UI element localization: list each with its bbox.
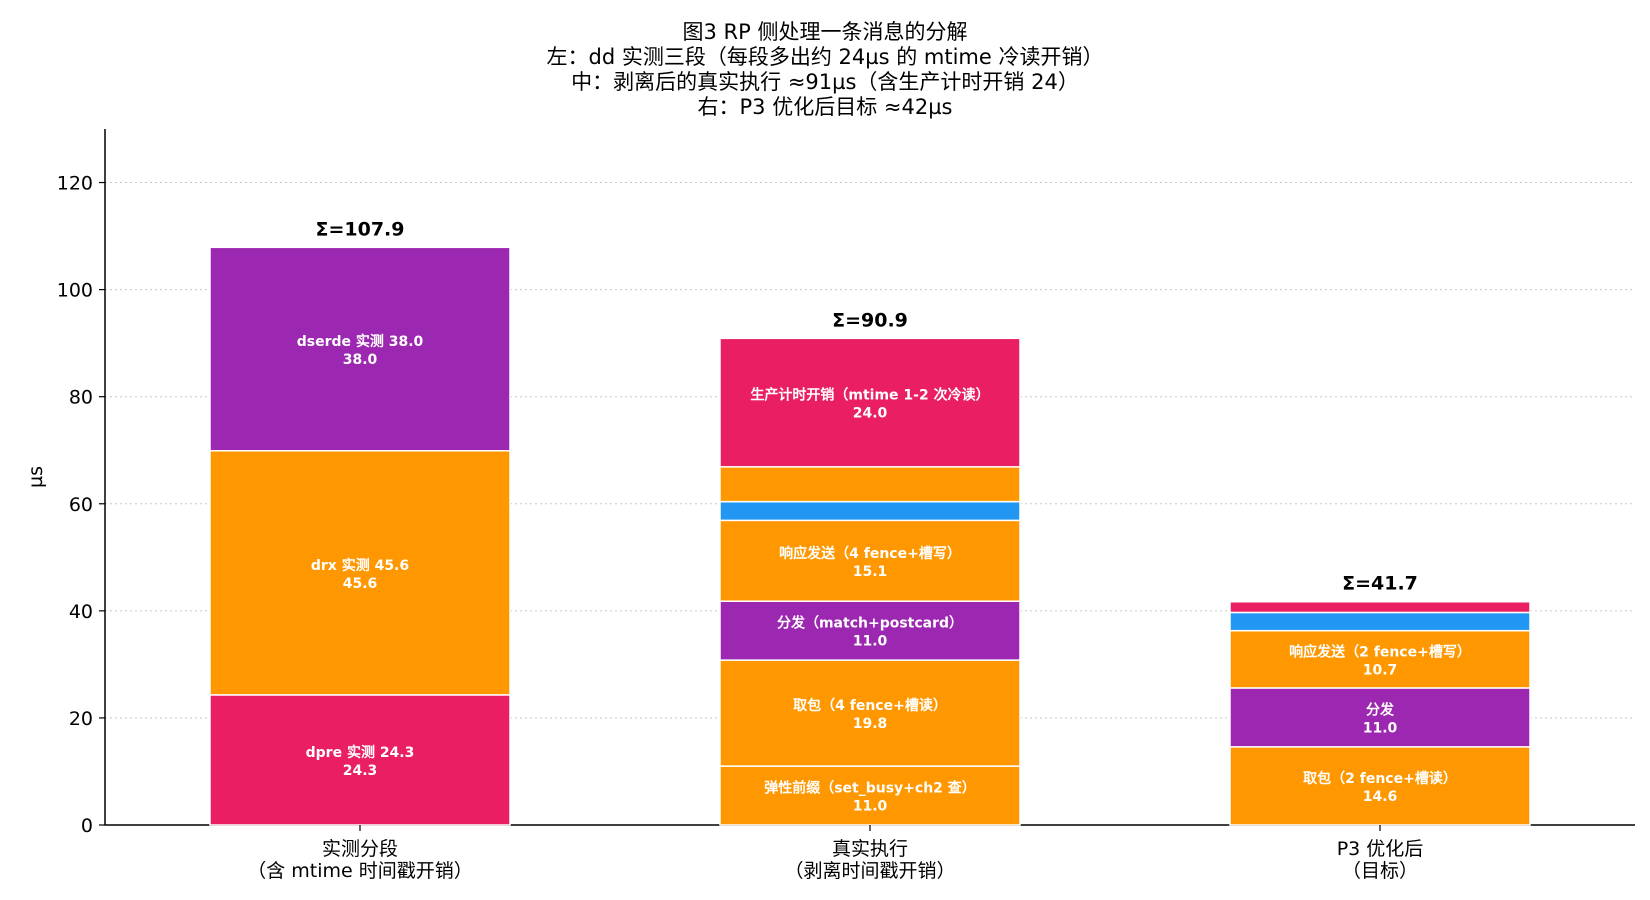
- segment-label: 生产计时开销（mtime 1-2 次冷读）: [750, 387, 989, 404]
- chart-title-line-1: 图3 RP 侧处理一条消息的分解: [682, 20, 968, 44]
- bar-segment: [719, 600, 1021, 661]
- segment-value-label: 11.0: [853, 634, 888, 650]
- y-tick-label: 0: [81, 815, 93, 837]
- segment-label: dserde 实测 38.0: [297, 333, 424, 350]
- x-category-label: 实测分段: [322, 838, 398, 860]
- bar-total-label: Σ=90.9: [832, 309, 908, 331]
- y-tick-label: 60: [69, 494, 93, 516]
- segment-label: 弹性前缀（set_busy+ch2 查）: [764, 780, 976, 797]
- bar-segment: [1229, 687, 1531, 748]
- bar-segment: [209, 694, 511, 826]
- segment-value-label: 45.6: [343, 576, 378, 592]
- x-category-label: （目标）: [1342, 860, 1418, 882]
- segment-label: drx 实测 45.6: [311, 557, 409, 574]
- segment-label: dpre 实测 24.3: [306, 744, 415, 761]
- x-category-label: P3 优化后: [1337, 838, 1424, 860]
- y-tick-label: 120: [57, 173, 93, 195]
- segment-value-label: 11.0: [1363, 720, 1398, 736]
- segment-label: 取包（2 fence+槽读）: [1303, 770, 1457, 787]
- segment-value-label: 38.0: [343, 352, 378, 368]
- segment-value-label: 11.0: [853, 799, 888, 815]
- segment-value-label: 19.8: [853, 716, 888, 732]
- y-tick-label: 100: [57, 280, 93, 302]
- bar-segment: [719, 466, 1021, 503]
- y-axis-label: µs: [25, 466, 47, 488]
- y-tick-label: 20: [69, 708, 93, 730]
- segment-label: 响应发送（2 fence+槽写）: [1289, 643, 1471, 660]
- bar-segment: [1229, 600, 1531, 614]
- bar-segment: [719, 500, 1021, 522]
- segment-value-label: 24.0: [853, 406, 888, 422]
- bar-segment: [209, 246, 511, 452]
- chart-title-line-2: 左：dd 实测三段（每段多出约 24µs 的 mtime 冷读开销）: [546, 45, 1104, 69]
- bar-segment: [1229, 629, 1531, 689]
- chart-title: 图3 RP 侧处理一条消息的分解 左：dd 实测三段（每段多出约 24µs 的 …: [0, 20, 1650, 120]
- segment-label: 分发（match+postcard）: [777, 615, 963, 632]
- bar-segment: [719, 519, 1021, 602]
- bar-total-label: Σ=41.7: [1342, 573, 1418, 595]
- segment-value-label: 24.3: [343, 763, 378, 779]
- bar-total-label: Σ=107.9: [316, 218, 405, 240]
- segment-label: 响应发送（4 fence+槽写）: [779, 545, 961, 562]
- segment-label: 分发: [1366, 701, 1395, 718]
- x-category-label: （含 mtime 时间戳开销）: [247, 860, 473, 882]
- segment-label: 取包（4 fence+槽读）: [793, 697, 947, 714]
- bar-segment: [1229, 746, 1531, 826]
- y-tick-label: 80: [69, 387, 93, 409]
- y-tick-label: 40: [69, 601, 93, 623]
- segment-value-label: 15.1: [853, 564, 888, 580]
- bar-segment: [1229, 611, 1531, 632]
- bar-segment: [719, 337, 1021, 468]
- chart-title-line-3: 中：剥离后的真实执行 ≈91µs（含生产计时开销 24）: [571, 70, 1079, 94]
- chart-title-line-4: 右：P3 优化后目标 ≈42µs: [697, 95, 953, 119]
- x-category-label: （剥离时间戳开销）: [784, 860, 955, 882]
- segment-value-label: 14.6: [1363, 789, 1398, 805]
- bar-segment: [719, 659, 1021, 767]
- x-category-label: 真实执行: [832, 838, 908, 860]
- bar-segment: [209, 450, 511, 696]
- segment-value-label: 10.7: [1363, 662, 1398, 678]
